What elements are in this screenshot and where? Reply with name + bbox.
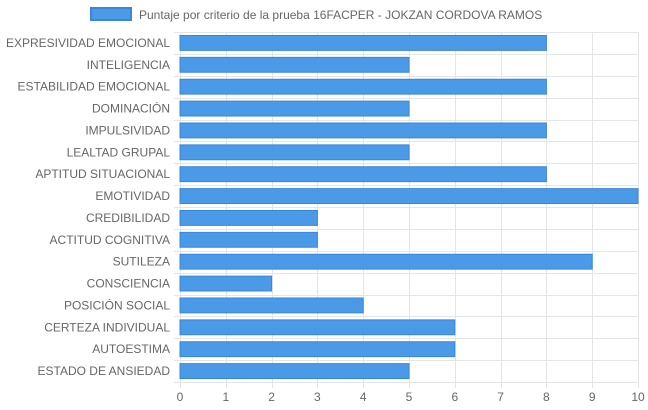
bar[interactable]: [179, 122, 547, 139]
bar[interactable]: [179, 275, 273, 292]
bar[interactable]: [179, 100, 410, 117]
category-label: SUTILEZA: [113, 255, 170, 269]
x-tick-label: 8: [543, 390, 550, 404]
category-label: ACTITUD COGNITIVA: [50, 233, 170, 247]
bar[interactable]: [179, 166, 547, 183]
x-tick-label: 10: [631, 390, 645, 404]
x-tick-label: 2: [268, 390, 275, 404]
bar[interactable]: [179, 56, 410, 73]
x-tick-label: 3: [314, 390, 321, 404]
x-tick-label: 5: [406, 390, 413, 404]
category-label: CERTEZA INDIVIDUAL: [44, 320, 170, 334]
legend-swatch[interactable]: [90, 7, 132, 21]
bar[interactable]: [179, 319, 456, 336]
bar[interactable]: [179, 253, 593, 270]
category-label: INTELIGENCIA: [87, 58, 170, 72]
bar[interactable]: [179, 231, 318, 248]
category-label: EXPRESIVIDAD EMOCIONAL: [6, 36, 170, 50]
category-label: CREDIBILIDAD: [86, 211, 170, 225]
x-tick-label: 7: [497, 390, 504, 404]
bar[interactable]: [179, 78, 547, 95]
category-label: ESTABILIDAD EMOCIONAL: [18, 80, 171, 94]
legend-label[interactable]: Puntaje por criterio de la prueba 16FACP…: [139, 8, 542, 22]
category-labels: EXPRESIVIDAD EMOCIONAL INTELIGENCIA ESTABI…: [6, 36, 170, 378]
category-label: IMPULSIVIDAD: [85, 123, 170, 137]
bar[interactable]: [179, 297, 364, 314]
category-label: ESTADO DE ANSIEDAD: [38, 364, 171, 378]
bar[interactable]: [179, 188, 639, 204]
category-label: POSICIÓN SOCIAL: [64, 297, 170, 312]
x-tick-label: 1: [222, 390, 229, 404]
bars: [179, 35, 639, 379]
category-label: DOMINACIÓN: [92, 101, 170, 116]
x-tick-label: 9: [589, 390, 596, 404]
category-label: EMOTIVIDAD: [95, 189, 170, 203]
category-label: APTITUD SITUACIONAL: [35, 167, 170, 181]
category-label: CONSCIENCIA: [87, 277, 170, 291]
category-label: AUTOESTIMA: [92, 342, 170, 356]
bar[interactable]: [179, 35, 547, 51]
x-tick-label: 4: [360, 390, 367, 404]
chart-legend[interactable]: Puntaje por criterio de la prueba 16FACP…: [90, 7, 542, 22]
x-tick-label: 0: [177, 390, 184, 404]
bar[interactable]: [179, 363, 410, 379]
category-label: LEALTAD GRUPAL: [67, 145, 171, 159]
bar[interactable]: [179, 210, 318, 226]
bar[interactable]: [179, 144, 410, 161]
x-tick-labels: 0 1 2 3 4 5 6 7 8 9 10: [177, 390, 645, 404]
x-tick-label: 6: [451, 390, 458, 404]
bar[interactable]: [179, 341, 456, 358]
